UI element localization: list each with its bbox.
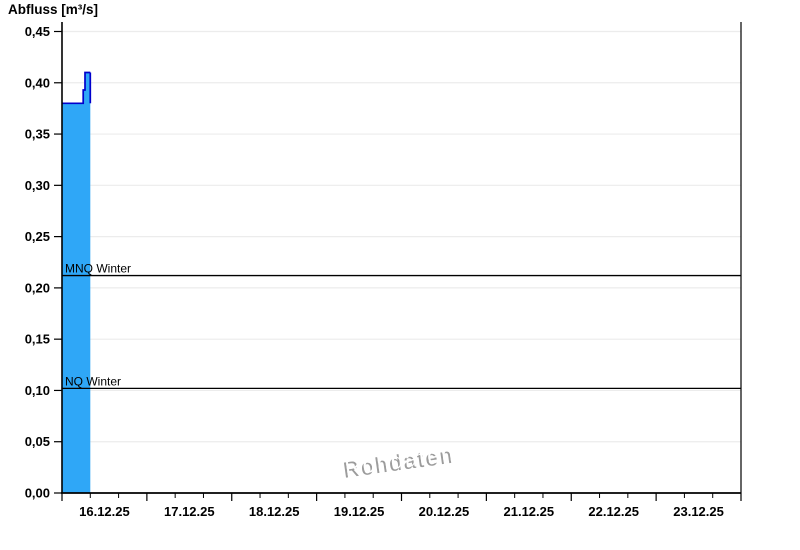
x-tick-label: 20.12.25: [419, 504, 470, 519]
y-tick-label: 0,05: [25, 434, 50, 449]
discharge-area: [62, 72, 91, 493]
chart-title: Abfluss [m³/s]: [8, 2, 99, 17]
reference-line-label: MNQ Winter: [65, 262, 131, 276]
y-tick-label: 0,00: [25, 486, 50, 501]
x-tick-label: 17.12.25: [164, 504, 215, 519]
y-tick-label: 0,45: [25, 24, 50, 39]
reference-line-label: NQ Winter: [65, 374, 121, 388]
y-tick-label: 0,35: [25, 127, 50, 142]
y-tick-label: 0,25: [25, 229, 50, 244]
x-tick-label: 23.12.25: [673, 504, 724, 519]
x-tick-label: 19.12.25: [334, 504, 385, 519]
x-tick-label: 22.12.25: [588, 504, 639, 519]
y-tick-label: 0,30: [25, 178, 50, 193]
y-tick-label: 0,10: [25, 383, 50, 398]
discharge-line: [62, 71, 91, 105]
y-tick-label: 0,40: [25, 75, 50, 90]
y-tick-label: 0,15: [25, 332, 50, 347]
y-tick-label: 0,20: [25, 280, 50, 295]
x-tick-label: 16.12.25: [79, 504, 130, 519]
x-tick-label: 21.12.25: [504, 504, 555, 519]
x-tick-label: 18.12.25: [249, 504, 300, 519]
